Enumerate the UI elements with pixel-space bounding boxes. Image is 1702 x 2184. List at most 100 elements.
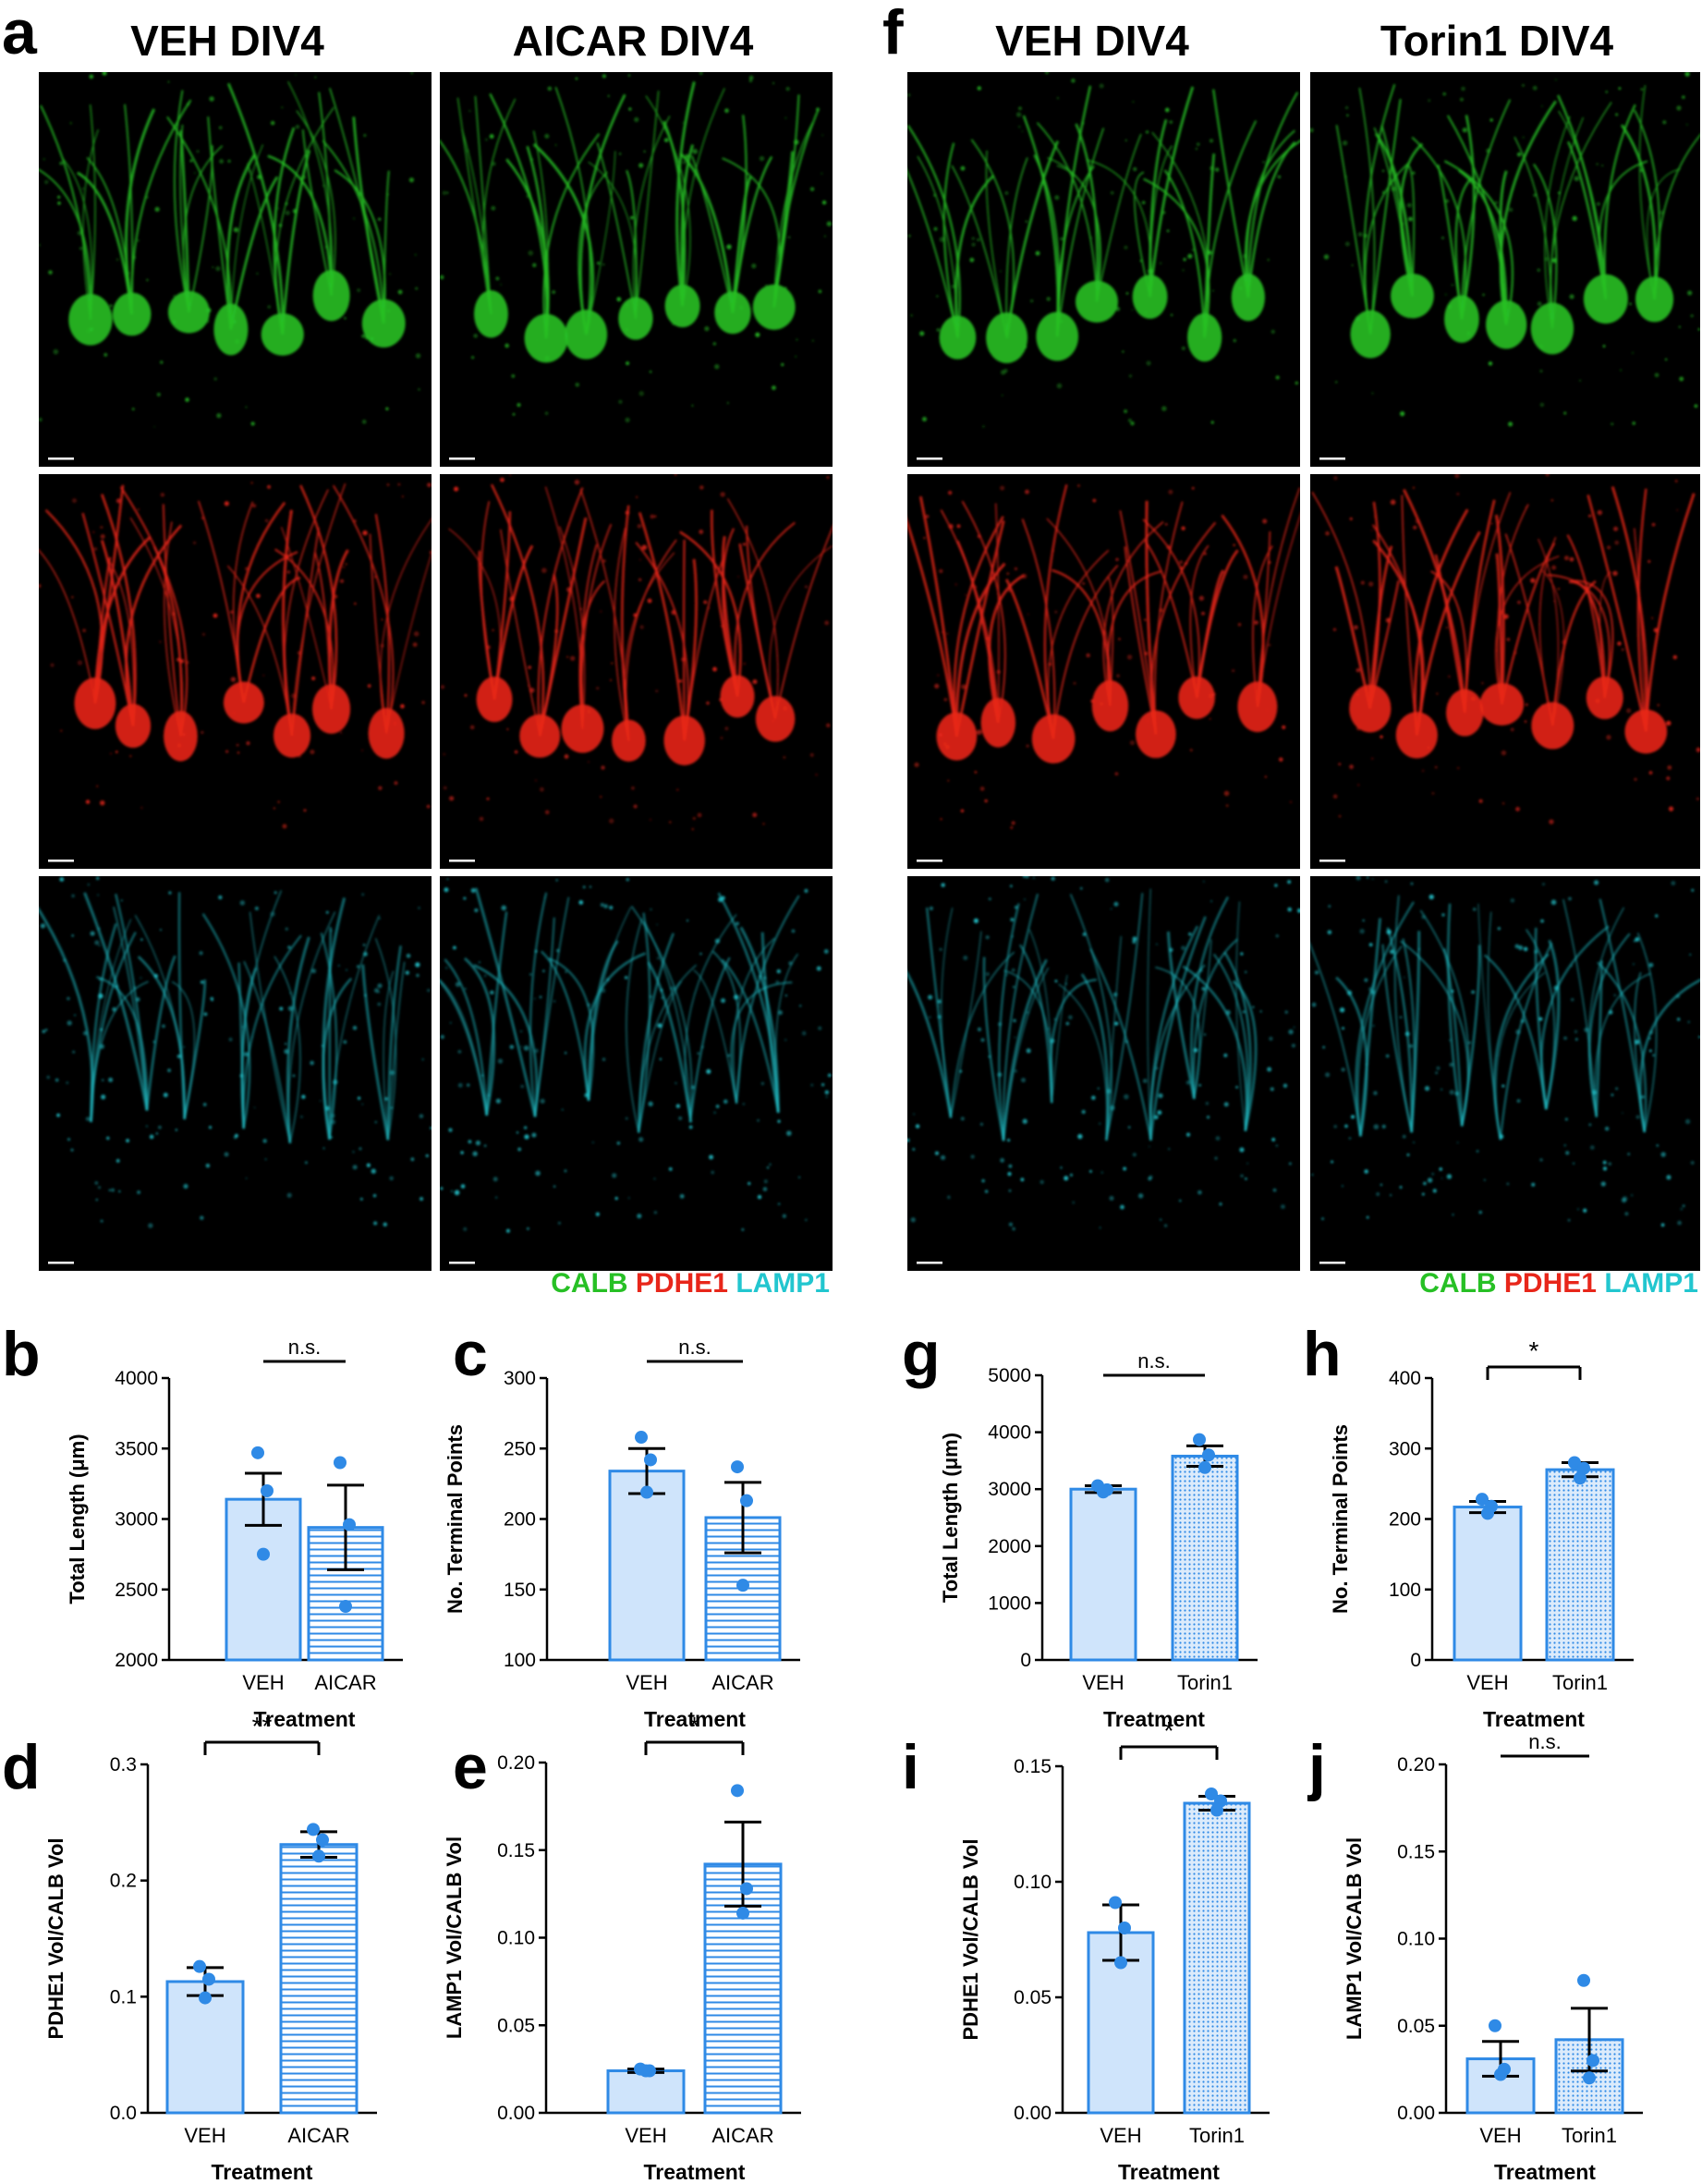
- panel-letter-b: b: [2, 1319, 41, 1389]
- y-tick-label: 150: [504, 1580, 536, 1601]
- x-axis-title: Treatment: [644, 2160, 746, 2184]
- data-point: [251, 1446, 264, 1459]
- scale-bar: [449, 1262, 475, 1264]
- panel-letter-a: a: [2, 0, 38, 67]
- scale-bar: [1319, 458, 1345, 460]
- x-axis-title: Treatment: [1483, 1707, 1585, 1731]
- data-point: [640, 1485, 653, 1499]
- panel-letter-d: d: [2, 1732, 41, 1802]
- data-point: [736, 1906, 749, 1920]
- bar-torin1: [1183, 1801, 1251, 2115]
- significance-label: n.s.: [678, 1336, 711, 1359]
- chart-d: 0.0 0.1 0.2 0.3 VEH AICAR Treatment PDHE1 Vol/C…: [44, 1712, 377, 2184]
- y-tick-label: 0.10: [497, 1928, 535, 1949]
- y-tick-label: 0.00: [1397, 2103, 1435, 2124]
- micrograph-pdhe1: [440, 474, 833, 869]
- panel-letter-h: h: [1303, 1319, 1342, 1389]
- significance-label: n.s.: [288, 1336, 321, 1359]
- data-point: [639, 2064, 652, 2078]
- significance-label: n.s.: [1137, 1349, 1170, 1373]
- data-point: [1205, 1787, 1218, 1800]
- y-tick-label: 0.20: [1397, 1754, 1435, 1775]
- chart-h: 0 100 200 300 400 VEH Torin1 Treatment No. Termi…: [1329, 1336, 1634, 1731]
- legend-pdhe1: PDHE1: [636, 1268, 728, 1299]
- micrograph-calb: [1310, 72, 1700, 467]
- x-tick-label: Torin1: [1189, 2124, 1245, 2147]
- x-axis-title: Treatment: [644, 1707, 746, 1731]
- y-tick-label: 100: [504, 1650, 536, 1671]
- data-point: [343, 1518, 356, 1531]
- scale-bar: [449, 860, 475, 862]
- data-point: [1097, 1485, 1110, 1499]
- chart-c: 100 150 200 250 300 VEH AICAR Treatment No. Term…: [444, 1336, 800, 1731]
- panel-letter-c: c: [453, 1319, 488, 1389]
- x-axis-title: Treatment: [1103, 1707, 1205, 1731]
- y-tick-label: 100: [1389, 1580, 1421, 1601]
- x-tick-label: VEH: [1082, 1671, 1124, 1694]
- micrograph-lamp1: [1310, 876, 1700, 1271]
- scale-bar: [48, 1262, 74, 1264]
- data-point: [1210, 1803, 1223, 1817]
- chart-b: 2000 2500 3000 3500 4000 VEH AICAR Treatment Tot…: [66, 1336, 403, 1731]
- channel-legend-f: CALB PDHE1 LAMP1: [1419, 1268, 1698, 1299]
- x-tick-label: Torin1: [1177, 1671, 1233, 1694]
- data-point: [1481, 1507, 1494, 1520]
- y-axis-title: Total Length (μm): [939, 1433, 962, 1603]
- data-point: [1583, 2071, 1596, 2085]
- y-axis-title: No. Terminal Points: [1329, 1424, 1352, 1614]
- x-axis-title: Treatment: [1118, 2160, 1220, 2184]
- x-tick-label: VEH: [184, 2124, 225, 2147]
- data-point: [1118, 1922, 1131, 1934]
- y-axis-title: LAMP1 Vol/CALB Vol: [1343, 1837, 1366, 2040]
- y-tick-label: 200: [504, 1509, 536, 1531]
- data-point: [261, 1484, 274, 1497]
- y-tick-label: 0.2: [110, 1871, 137, 1892]
- y-tick-label: 0.10: [1397, 1929, 1435, 1950]
- x-tick-label: VEH: [626, 1671, 667, 1694]
- data-point: [1193, 1433, 1206, 1446]
- micrograph-pdhe1: [907, 474, 1300, 869]
- y-tick-label: 0.20: [497, 1752, 535, 1774]
- bar-veh: [1069, 1487, 1137, 1662]
- y-tick-label: 4000: [115, 1368, 158, 1389]
- micrograph-lamp1: [440, 876, 833, 1271]
- y-tick-label: 3500: [115, 1438, 158, 1459]
- data-point: [334, 1456, 346, 1470]
- legend-calb: CALB: [1419, 1268, 1496, 1299]
- chart-g: 0 1000 2000 3000 4000 5000 VEH Torin1 Treatment T…: [939, 1349, 1258, 1731]
- scale-bar: [917, 860, 942, 862]
- bar-torin1: [1545, 1468, 1615, 1662]
- y-tick-label: 0: [1020, 1650, 1031, 1671]
- y-tick-label: 3000: [988, 1479, 1031, 1500]
- scale-bar: [917, 1262, 942, 1264]
- significance-label: *: [1164, 1716, 1174, 1745]
- channel-legend-a: CALB PDHE1 LAMP1: [551, 1268, 830, 1299]
- data-point: [1114, 1956, 1127, 1970]
- micrograph-pdhe1: [39, 474, 432, 869]
- y-tick-label: 300: [504, 1368, 536, 1389]
- x-tick-label: AICAR: [711, 2124, 773, 2147]
- data-point: [736, 1579, 749, 1592]
- y-tick-label: 3000: [115, 1509, 158, 1531]
- y-axis-title: LAMP1 Vol/CALB Vol: [443, 1836, 466, 2039]
- data-point: [202, 1972, 215, 1986]
- scale-bar: [48, 458, 74, 460]
- y-axis-title: PDHE1 Vol/CALB Vol: [44, 1838, 67, 2040]
- panel-letter-e: e: [453, 1732, 488, 1802]
- x-axis-title: Treatment: [212, 2160, 313, 2184]
- data-point: [316, 1833, 329, 1847]
- data-point: [257, 1547, 270, 1561]
- x-tick-label: Torin1: [1562, 2124, 1617, 2147]
- y-tick-label: 0.05: [497, 2015, 535, 2036]
- y-tick-label: 1000: [988, 1592, 1031, 1614]
- data-point: [1577, 1973, 1590, 1987]
- legend-lamp1: LAMP1: [1604, 1268, 1698, 1299]
- y-tick-label: 0.1: [110, 1986, 137, 2007]
- y-tick-label: 200: [1389, 1509, 1421, 1531]
- bar-veh: [608, 1470, 686, 1662]
- y-tick-label: 0.05: [1397, 2016, 1435, 2037]
- significance-label: *: [1529, 1336, 1539, 1365]
- y-tick-label: 250: [504, 1438, 536, 1459]
